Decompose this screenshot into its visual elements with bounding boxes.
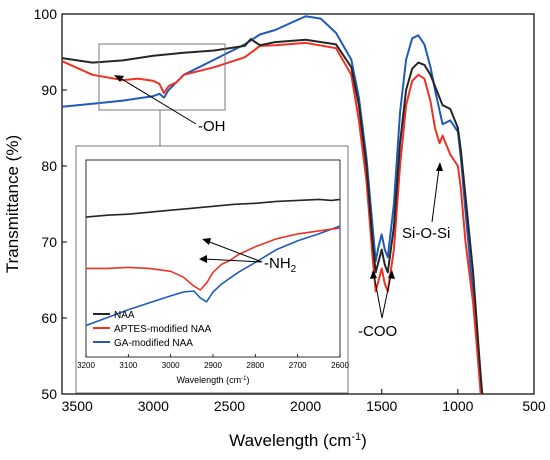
x-tick-label: 500: [522, 398, 546, 414]
sioSi-arrow-head: [436, 162, 443, 171]
inset-tick-label: 3000: [162, 361, 180, 370]
y-tick-label: 50: [41, 386, 57, 402]
zoom-region-box: [98, 43, 226, 111]
inset-tick-label: 2600: [331, 361, 349, 370]
inset-legend: NAA APTES-modified NAA GA-modified NAA: [93, 310, 212, 349]
inset-series-line-aptes-modified-naa: [86, 227, 341, 291]
series-line-ga-modified-naa: [62, 15, 484, 394]
main-series-group: [62, 15, 484, 394]
x-tick-label: 3000: [138, 398, 169, 414]
nh2-arrow-head-1: [202, 238, 211, 245]
nh2-label: -NH2: [264, 255, 297, 275]
series-line-aptes-modified-naa: [62, 41, 482, 394]
nh2-arrow-line-2: [203, 258, 263, 263]
oh-label: -OH: [198, 118, 226, 135]
inset-tick-label: 3100: [119, 361, 137, 370]
coo-label: -COO: [358, 323, 397, 340]
y-axis-title: Transmittance (%): [3, 135, 22, 273]
inset-tick-label: 2800: [246, 361, 264, 370]
sioSi-label: Si-O-Si: [402, 225, 450, 242]
x-tick-label: 1500: [366, 398, 397, 414]
coo-arrow-line-2: [381, 274, 392, 319]
x-tick-label: 1000: [442, 398, 473, 414]
y-tick-label: 100: [34, 6, 58, 22]
nh2-arrow-line-1: [206, 240, 263, 263]
inset-frame: [75, 145, 349, 394]
inset-x-ticks: 3200 3100 3000 2900 2800 2700 2600: [77, 354, 349, 370]
y-tick-label: 90: [41, 82, 57, 98]
y-tick-label: 60: [41, 310, 57, 326]
coo-arrow-line-1: [373, 274, 383, 319]
y-tick-label: 70: [41, 234, 57, 250]
x-tick-label: 2000: [290, 398, 321, 414]
legend-label-naa: NAA: [114, 310, 135, 321]
inset-series-line-naa: [85, 198, 341, 218]
y-axis-ticks: 50 60 70 80 90 100: [34, 6, 67, 402]
inset-series-line-ga-modified-naa: [85, 225, 341, 327]
coo-arrow-head-2: [388, 270, 395, 279]
oh-arrow-line: [119, 77, 197, 125]
inset-tick-label: 3200: [77, 361, 95, 370]
main-plot-frame: [61, 13, 535, 395]
x-tick-label: 3500: [62, 398, 93, 414]
coo-arrow-head-1: [370, 270, 377, 279]
oh-arrow-head: [114, 75, 124, 82]
sioSi-arrow-line: [431, 167, 440, 223]
series-line-naa: [62, 38, 484, 394]
x-axis-ticks: 3500 3000 2500 2000 1500 1000 500: [62, 389, 546, 414]
legend-label-aptes: APTES-modified NAA: [114, 324, 212, 335]
x-tick-label: 2500: [214, 398, 245, 414]
annotations: -OH -NH2 -COO Si-O-Si: [114, 75, 450, 340]
nh2-arrow-head-2: [199, 255, 207, 263]
inset-series-group: [85, 198, 341, 327]
legend-label-ga: GA-modified NAA: [114, 338, 193, 349]
y-tick-label: 80: [41, 158, 57, 174]
x-axis-title: Wavelength (cm-1): [229, 431, 367, 450]
inset-tick-label: 2700: [289, 361, 307, 370]
inset-x-axis-title: Wavelength (cm-1): [176, 375, 249, 385]
inset-tick-label: 2900: [204, 361, 222, 370]
